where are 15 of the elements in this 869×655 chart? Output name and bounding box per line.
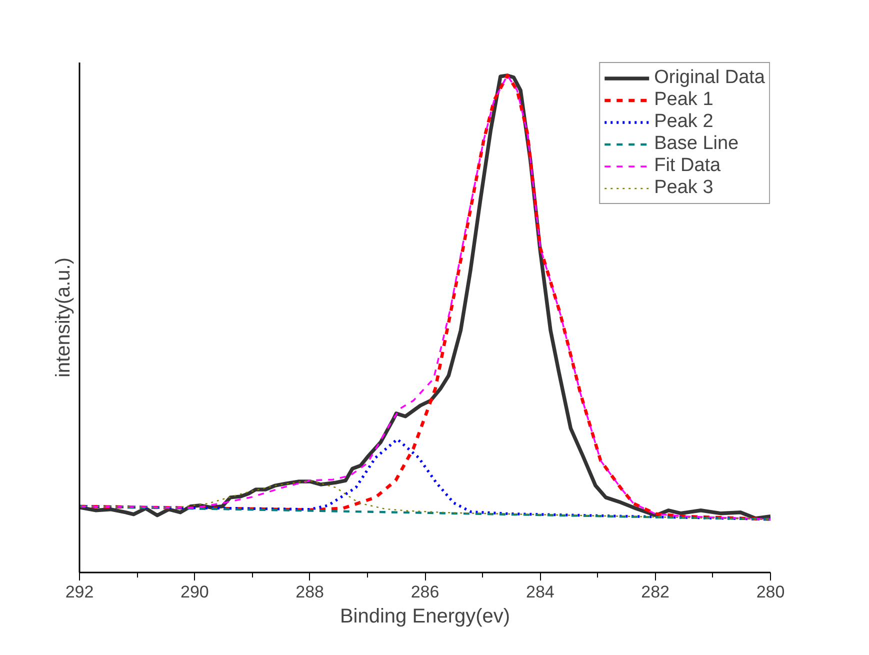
x-tick-label: 288 [296,582,324,602]
x-tick-label: 286 [410,582,440,602]
x-tick-label: 284 [526,582,554,602]
legend-label: Peak 3 [654,177,714,199]
x-axis-title: Binding Energy(ev) [340,606,510,628]
x-tick-label: 290 [180,582,209,602]
x-tick-label: 280 [756,582,785,602]
legend-label: Base Line [654,133,739,155]
legend-label: Peak 2 [654,111,714,133]
legend-label: Original Data [654,67,765,89]
y-axis-title: intensity(a.u.) [52,257,74,378]
legend-label: Fit Data [654,155,721,177]
legend-label: Peak 1 [654,89,714,111]
x-tick-label: 282 [641,582,670,602]
x-tick-label: 292 [65,582,94,602]
